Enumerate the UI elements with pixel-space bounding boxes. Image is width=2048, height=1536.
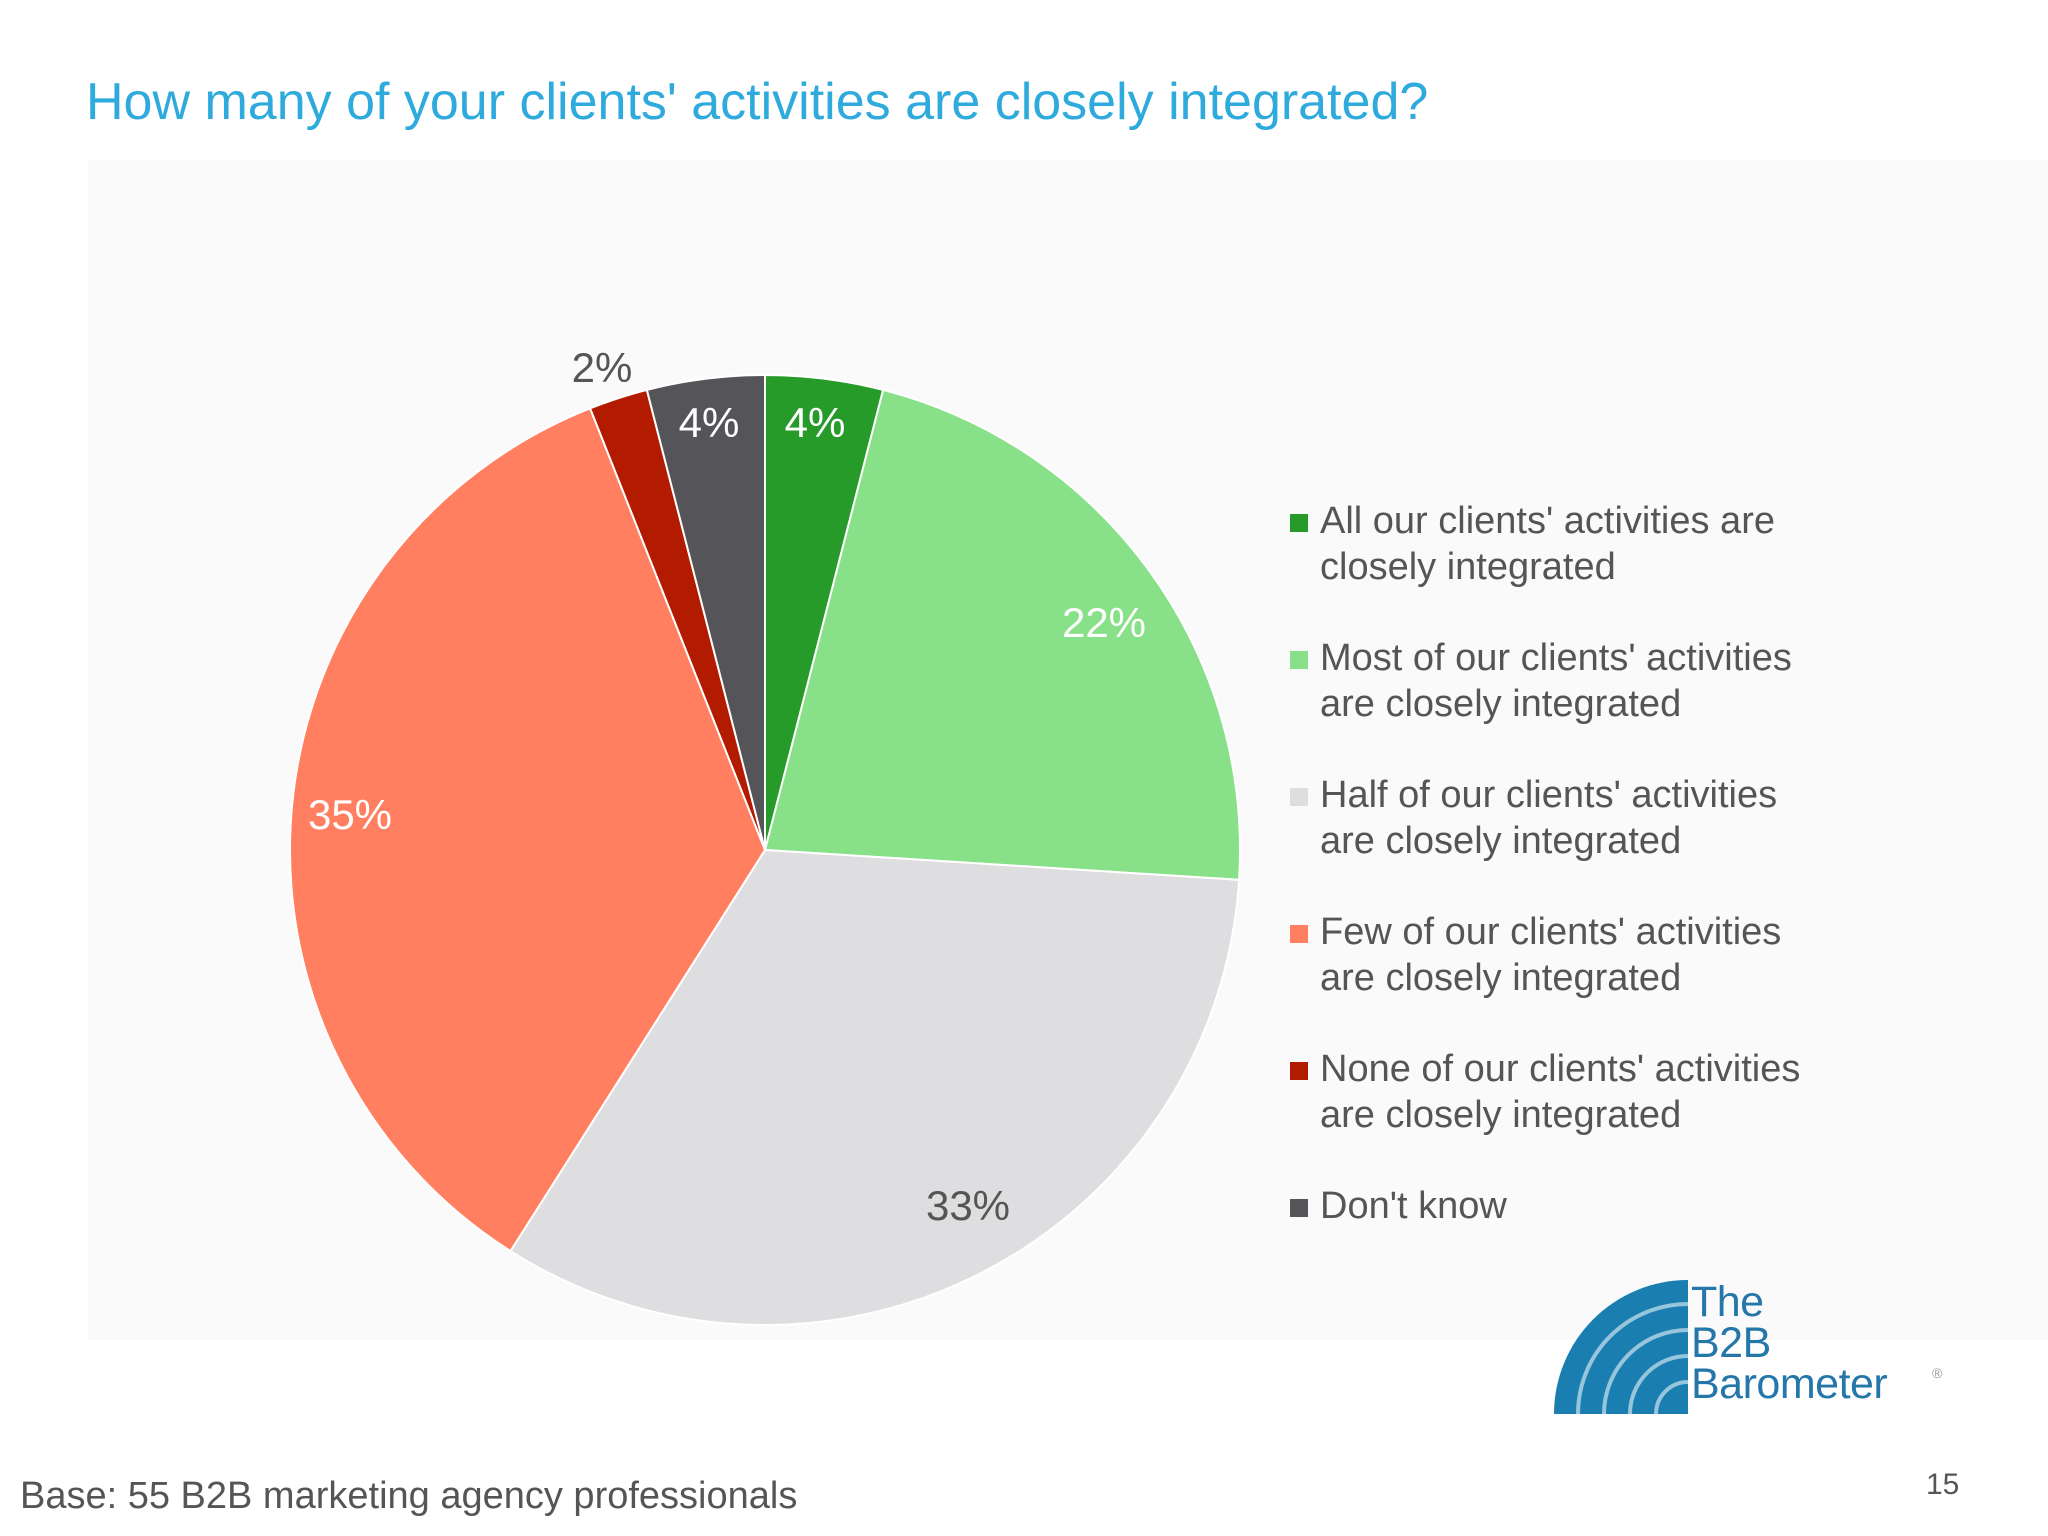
base-note: Base: 55 B2B marketing agency profession… xyxy=(20,1475,798,1517)
slice-label-few: 35% xyxy=(308,791,392,838)
slice-label-all: 4% xyxy=(785,399,846,446)
chart-legend: All our clients' activities are closely … xyxy=(1290,498,1890,1274)
legend-swatch xyxy=(1290,514,1308,532)
legend-label: Few of our clients' activities are close… xyxy=(1320,911,1782,999)
legend-swatch xyxy=(1290,1062,1308,1080)
legend-item-dont-know: Don't know xyxy=(1290,1183,1890,1229)
legend-swatch xyxy=(1290,1199,1308,1217)
pie-slice-dont-know xyxy=(645,373,766,851)
trademark-mark: ® xyxy=(1932,1365,1943,1381)
legend-label: None of our clients' activities are clos… xyxy=(1320,1048,1801,1136)
legend-item-most: Most of our clients' activities are clos… xyxy=(1290,635,1890,727)
pie-slice-half xyxy=(509,848,1241,1327)
page-number: 15 xyxy=(1926,1468,1960,1501)
legend-swatch xyxy=(1290,925,1308,943)
slice-label-none: 2% xyxy=(572,344,633,391)
legend-item-none: None of our clients' activities are clos… xyxy=(1290,1046,1890,1138)
barometer-arc-icon xyxy=(1554,1280,1689,1414)
legend-label: Most of our clients' activities are clos… xyxy=(1320,637,1792,725)
slice-label-dont-know: 4% xyxy=(679,399,740,446)
slice-label-half: 33% xyxy=(926,1182,1010,1229)
legend-item-all: All our clients' activities are closely … xyxy=(1290,498,1890,590)
legend-swatch xyxy=(1290,651,1308,669)
b2b-barometer-logo: The B2B Barometer ® xyxy=(1554,1280,1954,1420)
legend-label: Don't know xyxy=(1320,1185,1507,1227)
legend-label: All our clients' activities are closely … xyxy=(1320,500,1775,588)
legend-item-few: Few of our clients' activities are close… xyxy=(1290,909,1890,1001)
legend-label: Half of our clients' activities are clos… xyxy=(1320,774,1778,862)
legend-item-half: Half of our clients' activities are clos… xyxy=(1290,772,1890,864)
logo-text: The B2B Barometer xyxy=(1691,1278,1888,1408)
pie-slice-most xyxy=(763,388,1241,881)
slice-label-most: 22% xyxy=(1062,599,1146,646)
slide-title: How many of your clients' activities are… xyxy=(86,73,1429,131)
legend-swatch xyxy=(1290,788,1308,806)
pie-slice-few xyxy=(289,407,767,1253)
